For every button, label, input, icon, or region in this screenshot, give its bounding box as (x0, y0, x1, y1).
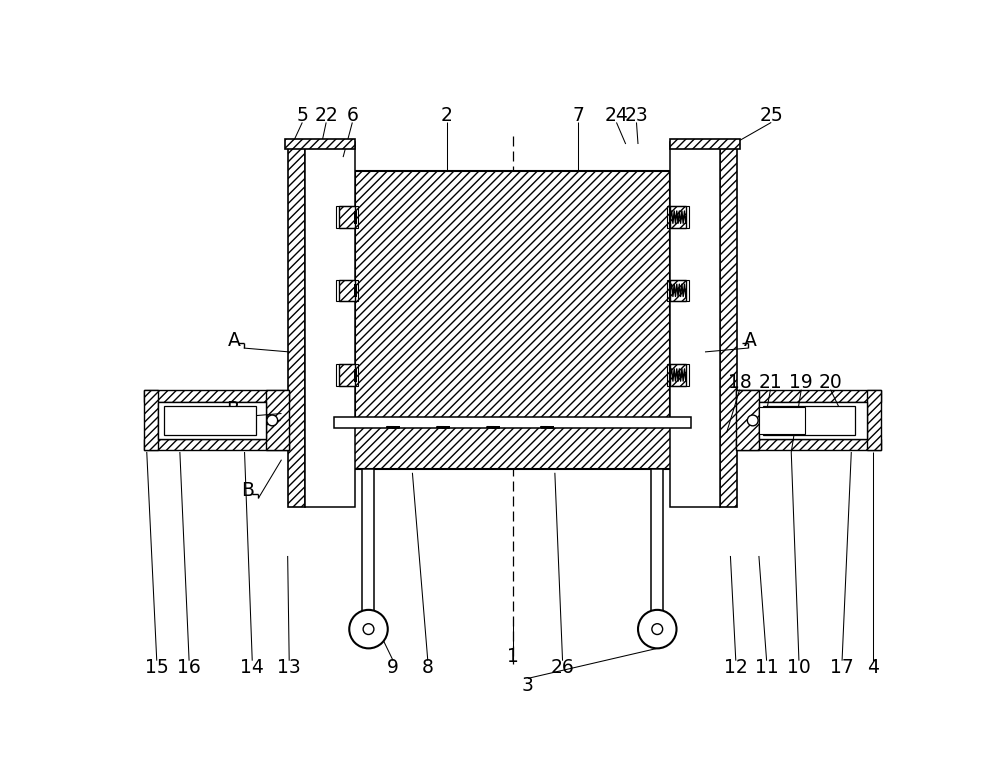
Circle shape (267, 415, 278, 426)
Text: 17: 17 (830, 658, 854, 677)
Text: A: A (744, 331, 756, 350)
Bar (670, 142, 720, 507)
Text: 1: 1 (507, 647, 518, 666)
Text: 6: 6 (346, 106, 358, 125)
Bar (736, 439, 881, 450)
Text: 9: 9 (387, 658, 399, 677)
Text: 26: 26 (551, 658, 574, 677)
Text: 18: 18 (728, 373, 752, 392)
Text: 5: 5 (296, 106, 308, 125)
Text: 19: 19 (789, 373, 813, 392)
Text: B: B (241, 481, 254, 500)
Text: 22: 22 (314, 106, 338, 125)
Bar (285, 139, 355, 150)
Bar (867, 391, 881, 450)
Bar (336, 280, 358, 301)
Bar (670, 139, 740, 150)
Text: 7: 7 (572, 106, 584, 125)
Bar (362, 469, 374, 615)
Text: 14: 14 (240, 658, 264, 677)
Text: 25: 25 (759, 106, 783, 125)
Bar (144, 391, 158, 450)
Bar (334, 417, 691, 428)
Bar (759, 407, 805, 434)
Text: 20: 20 (819, 373, 842, 392)
Circle shape (652, 624, 663, 634)
Text: 11: 11 (755, 658, 778, 677)
Text: 3: 3 (522, 676, 534, 695)
Text: A: A (228, 331, 240, 350)
Bar (339, 207, 355, 228)
Text: 21: 21 (759, 373, 782, 392)
Bar (720, 142, 737, 507)
Bar (355, 171, 670, 425)
Text: 23: 23 (625, 106, 648, 125)
Bar (670, 364, 686, 386)
Text: 13: 13 (277, 658, 301, 677)
Circle shape (363, 624, 374, 634)
Bar (158, 402, 266, 439)
Bar (266, 391, 289, 450)
Text: 15: 15 (145, 658, 169, 677)
Circle shape (638, 610, 677, 648)
Circle shape (349, 610, 388, 648)
Bar (288, 142, 305, 507)
Bar (339, 280, 355, 301)
Bar (759, 402, 867, 439)
Bar (305, 427, 720, 469)
Text: B: B (226, 400, 239, 419)
Bar (144, 391, 289, 402)
Bar (736, 391, 759, 450)
Bar (339, 364, 355, 386)
Text: 24: 24 (605, 106, 628, 125)
Bar (736, 391, 881, 402)
Bar (670, 280, 686, 301)
Text: 2: 2 (441, 106, 453, 125)
Bar (164, 406, 256, 435)
Bar (667, 280, 689, 301)
Bar (336, 207, 358, 228)
Bar (763, 406, 855, 435)
Text: 12: 12 (724, 658, 748, 677)
Bar (670, 207, 686, 228)
Text: 8: 8 (422, 658, 434, 677)
Bar (651, 469, 663, 615)
Bar (336, 364, 358, 386)
Bar (305, 142, 355, 507)
Bar (667, 364, 689, 386)
Bar (144, 439, 289, 450)
Text: 4: 4 (867, 658, 879, 677)
Text: 10: 10 (787, 658, 811, 677)
Circle shape (747, 415, 758, 426)
Text: 16: 16 (177, 658, 201, 677)
Bar (667, 207, 689, 228)
